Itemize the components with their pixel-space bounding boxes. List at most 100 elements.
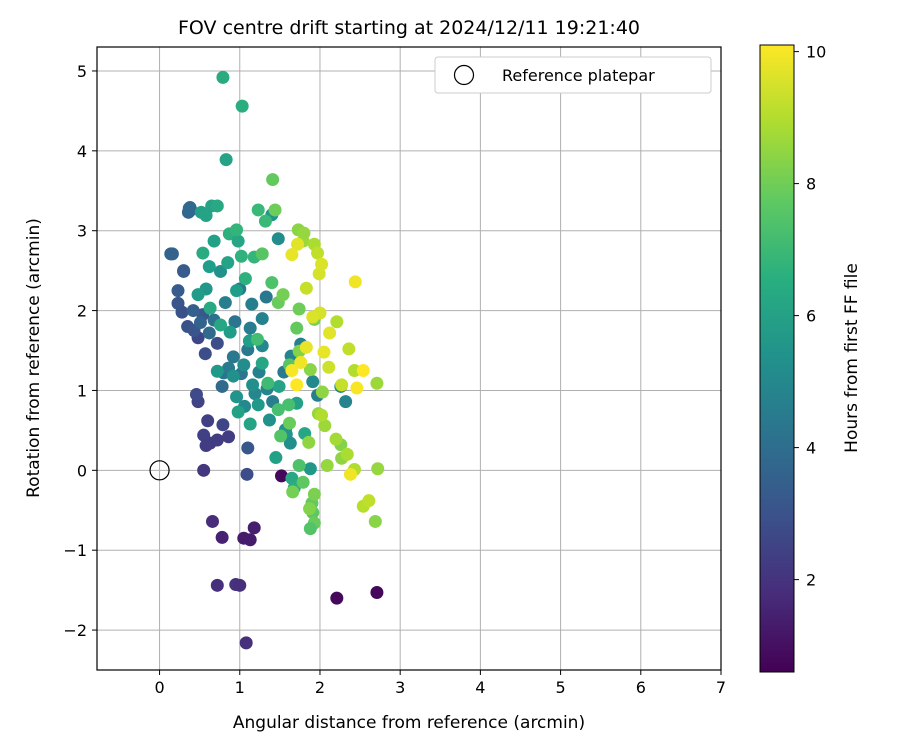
data-point bbox=[231, 234, 245, 248]
data-point bbox=[202, 326, 216, 340]
x-tick-label: 1 bbox=[235, 678, 245, 697]
data-point bbox=[362, 494, 376, 508]
y-tick-label: −1 bbox=[63, 541, 87, 560]
colorbar-tick-label: 6 bbox=[806, 307, 816, 326]
data-point bbox=[197, 428, 211, 442]
reference-marker-group bbox=[149, 460, 170, 481]
data-point bbox=[240, 467, 254, 481]
data-point bbox=[255, 312, 269, 326]
y-axis-ticks: −2 −1 0 1 2 3 4 5 bbox=[63, 62, 97, 640]
data-point bbox=[299, 340, 313, 354]
data-point bbox=[322, 360, 336, 374]
data-point bbox=[233, 578, 247, 592]
data-point bbox=[238, 272, 252, 286]
data-point bbox=[230, 390, 244, 404]
data-point bbox=[340, 447, 354, 461]
data-point bbox=[207, 234, 221, 248]
x-tick-label: 7 bbox=[716, 678, 726, 697]
data-point bbox=[330, 315, 344, 329]
data-point bbox=[215, 379, 229, 393]
data-point bbox=[291, 237, 305, 251]
data-point bbox=[250, 332, 264, 346]
data-point bbox=[230, 284, 244, 298]
data-point bbox=[330, 591, 344, 605]
x-tick-label: 2 bbox=[315, 678, 325, 697]
data-point bbox=[262, 413, 276, 427]
data-point bbox=[258, 214, 272, 228]
data-point bbox=[216, 70, 230, 84]
data-point bbox=[315, 385, 329, 399]
data-point bbox=[226, 369, 240, 383]
data-point bbox=[210, 433, 224, 447]
data-point bbox=[246, 378, 260, 392]
data-point bbox=[292, 459, 306, 473]
legend-box bbox=[434, 56, 712, 94]
data-point bbox=[228, 315, 242, 329]
data-point bbox=[210, 336, 224, 350]
data-point bbox=[299, 281, 313, 295]
data-point bbox=[306, 375, 320, 389]
data-point bbox=[343, 467, 357, 481]
colorbar-tick-label: 10 bbox=[806, 43, 826, 62]
legend-entry-label: Reference platepar bbox=[502, 66, 655, 85]
data-point bbox=[315, 408, 329, 422]
data-point bbox=[274, 429, 288, 443]
data-point bbox=[265, 276, 279, 290]
data-point bbox=[214, 264, 228, 278]
data-point bbox=[371, 462, 385, 476]
y-tick-label: 2 bbox=[77, 302, 87, 321]
data-point bbox=[199, 439, 213, 453]
data-point bbox=[356, 363, 370, 377]
x-axis-ticks: 0 1 2 3 4 5 6 7 bbox=[154, 670, 726, 697]
data-point bbox=[243, 321, 257, 335]
data-point bbox=[223, 325, 237, 339]
data-point bbox=[339, 395, 353, 409]
x-tick-label: 0 bbox=[154, 678, 164, 697]
data-point bbox=[283, 436, 297, 450]
data-point bbox=[274, 469, 288, 483]
data-point bbox=[271, 403, 285, 417]
data-point bbox=[177, 264, 191, 278]
colorbar-tick-label: 4 bbox=[806, 439, 816, 458]
grid bbox=[97, 47, 722, 670]
data-point bbox=[302, 435, 316, 449]
data-point bbox=[243, 533, 257, 547]
data-point bbox=[259, 290, 273, 304]
data-point bbox=[311, 246, 325, 260]
data-point bbox=[266, 173, 280, 187]
data-point bbox=[318, 419, 332, 433]
data-point bbox=[315, 257, 329, 271]
y-axis-label: Rotation from reference (arcmin) bbox=[24, 218, 44, 498]
data-point bbox=[218, 296, 232, 310]
colorbar-gradient bbox=[759, 44, 795, 673]
data-point bbox=[241, 441, 255, 455]
data-point bbox=[307, 487, 321, 501]
data-point bbox=[165, 247, 179, 261]
data-point bbox=[317, 345, 331, 359]
data-point bbox=[214, 318, 228, 332]
data-point bbox=[239, 636, 253, 650]
data-point bbox=[237, 358, 251, 372]
data-point bbox=[171, 284, 185, 298]
data-point bbox=[286, 485, 300, 499]
data-point bbox=[210, 364, 224, 378]
chart-title: FOV centre drift starting at 2024/12/11 … bbox=[178, 17, 640, 39]
y-tick-label: 4 bbox=[77, 142, 87, 161]
plot-frame bbox=[96, 46, 722, 671]
data-point bbox=[251, 398, 265, 412]
data-point bbox=[370, 376, 384, 390]
colorbar-tick-label: 2 bbox=[806, 571, 816, 590]
data-point bbox=[303, 462, 317, 476]
data-point bbox=[268, 203, 282, 217]
data-point bbox=[189, 387, 203, 401]
data-point bbox=[210, 578, 224, 592]
data-point bbox=[269, 451, 283, 465]
legend: Reference platepar bbox=[434, 56, 712, 94]
data-point bbox=[282, 416, 296, 430]
data-point bbox=[251, 203, 265, 217]
y-tick-label: 1 bbox=[77, 381, 87, 400]
data-points bbox=[164, 70, 385, 650]
data-point bbox=[230, 223, 244, 237]
data-point bbox=[294, 355, 308, 369]
